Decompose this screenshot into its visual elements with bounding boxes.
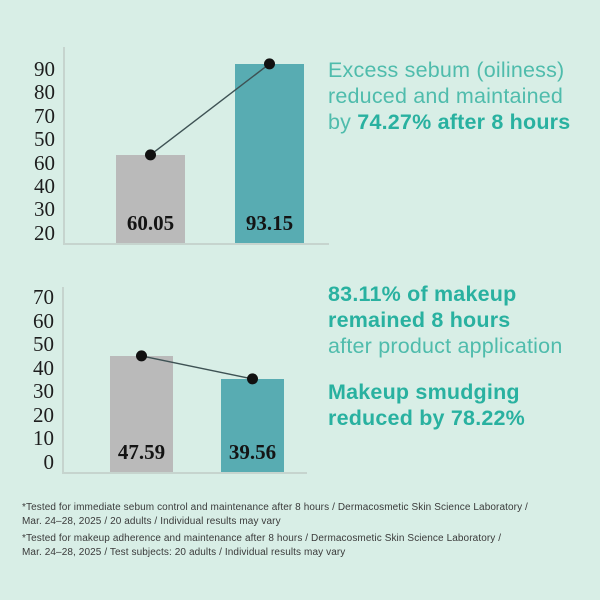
makeup-remained-annotation: 83.11% of makeup remained 8 hours after … [328,281,562,359]
footnote-line: Mar. 24–28, 2025 / 20 adults / Individua… [22,516,281,527]
footnote-line: *Tested for makeup adherence and mainten… [22,533,502,544]
plot-area: 47.59 39.56 [62,287,307,474]
y-axis-tick-label: 30 [34,197,55,222]
teal-bar: 93.15 [235,63,304,243]
annotation-highlight: 83.11% of makeup [328,282,517,306]
annotation-highlight: remained 8 hours [328,308,511,332]
y-axis-tick-label: 50 [34,127,55,152]
bar-value-label: 60.05 [126,211,175,235]
annotation-line: reduced by 78.22% [328,405,525,431]
annotation-line: after product application [328,333,562,359]
y-axis-tick-label: 60 [34,150,55,175]
bar-value-label: 39.56 [228,440,277,464]
y-axis-tick-label: 20 [33,402,54,427]
bar-value-label: 93.15 [245,211,294,235]
y-axis-tick-label: 40 [34,174,55,198]
annotation-line: Makeup smudging [328,379,525,405]
annotation-text: after product application [328,334,563,358]
y-axis-tick-label: 10 [33,426,54,451]
footnotes: *Tested for immediate sebum control and … [22,501,592,560]
y-axis-tick-label: 20 [34,220,55,245]
teal-bar: 39.56 [221,378,284,472]
smudging-annotation: Makeup smudging reduced by 78.22% [328,379,525,431]
y-axis-tick-label: 30 [33,379,54,404]
y-axis-tick-label: 70 [33,285,54,309]
annotation-highlight: 74.27% after 8 hours [357,110,571,134]
annotation-text: reduced and maintained [328,84,564,108]
annotation-line: by 74.27% after 8 hours [328,109,570,135]
annotation-text: by [328,110,358,134]
bar-value-label: 47.59 [117,440,166,464]
y-axis-tick-label: 60 [33,308,54,333]
y-axis-tick-label: 70 [34,103,55,128]
annotation-line: 83.11% of makeup [328,281,562,307]
sebum-bar-chart: 90 80 70 50 60 40 30 20 60.05 93.15 [15,47,330,247]
y-axis-tick-label: 0 [43,450,55,474]
footnote-line: *Tested for immediate sebum control and … [22,502,528,513]
annotation-highlight: Makeup smudging [328,380,520,404]
annotation-line: reduced and maintained [328,83,570,109]
y-axis-tick-label: 50 [33,332,54,357]
annotation-text: Excess sebum (oiliness) [328,58,565,82]
footnote-line: Mar. 24–28, 2025 / Test subjects: 20 adu… [22,547,346,558]
plot-area: 60.05 93.15 [63,47,329,245]
y-axis-tick-label: 80 [34,80,55,105]
y-axis-tick-label: 40 [33,355,54,380]
makeup-bar-chart: 70 60 50 40 30 20 10 0 47.59 39.56 [14,285,309,477]
y-axis-tick-label: 90 [34,57,55,81]
sebum-annotation: Excess sebum (oiliness) reduced and main… [328,57,570,135]
gray-bar: 47.59 [110,355,173,472]
gray-bar: 60.05 [116,154,185,243]
annotation-line: Excess sebum (oiliness) [328,57,570,83]
annotation-line: remained 8 hours [328,307,562,333]
annotation-highlight: reduced by 78.22% [328,406,525,430]
